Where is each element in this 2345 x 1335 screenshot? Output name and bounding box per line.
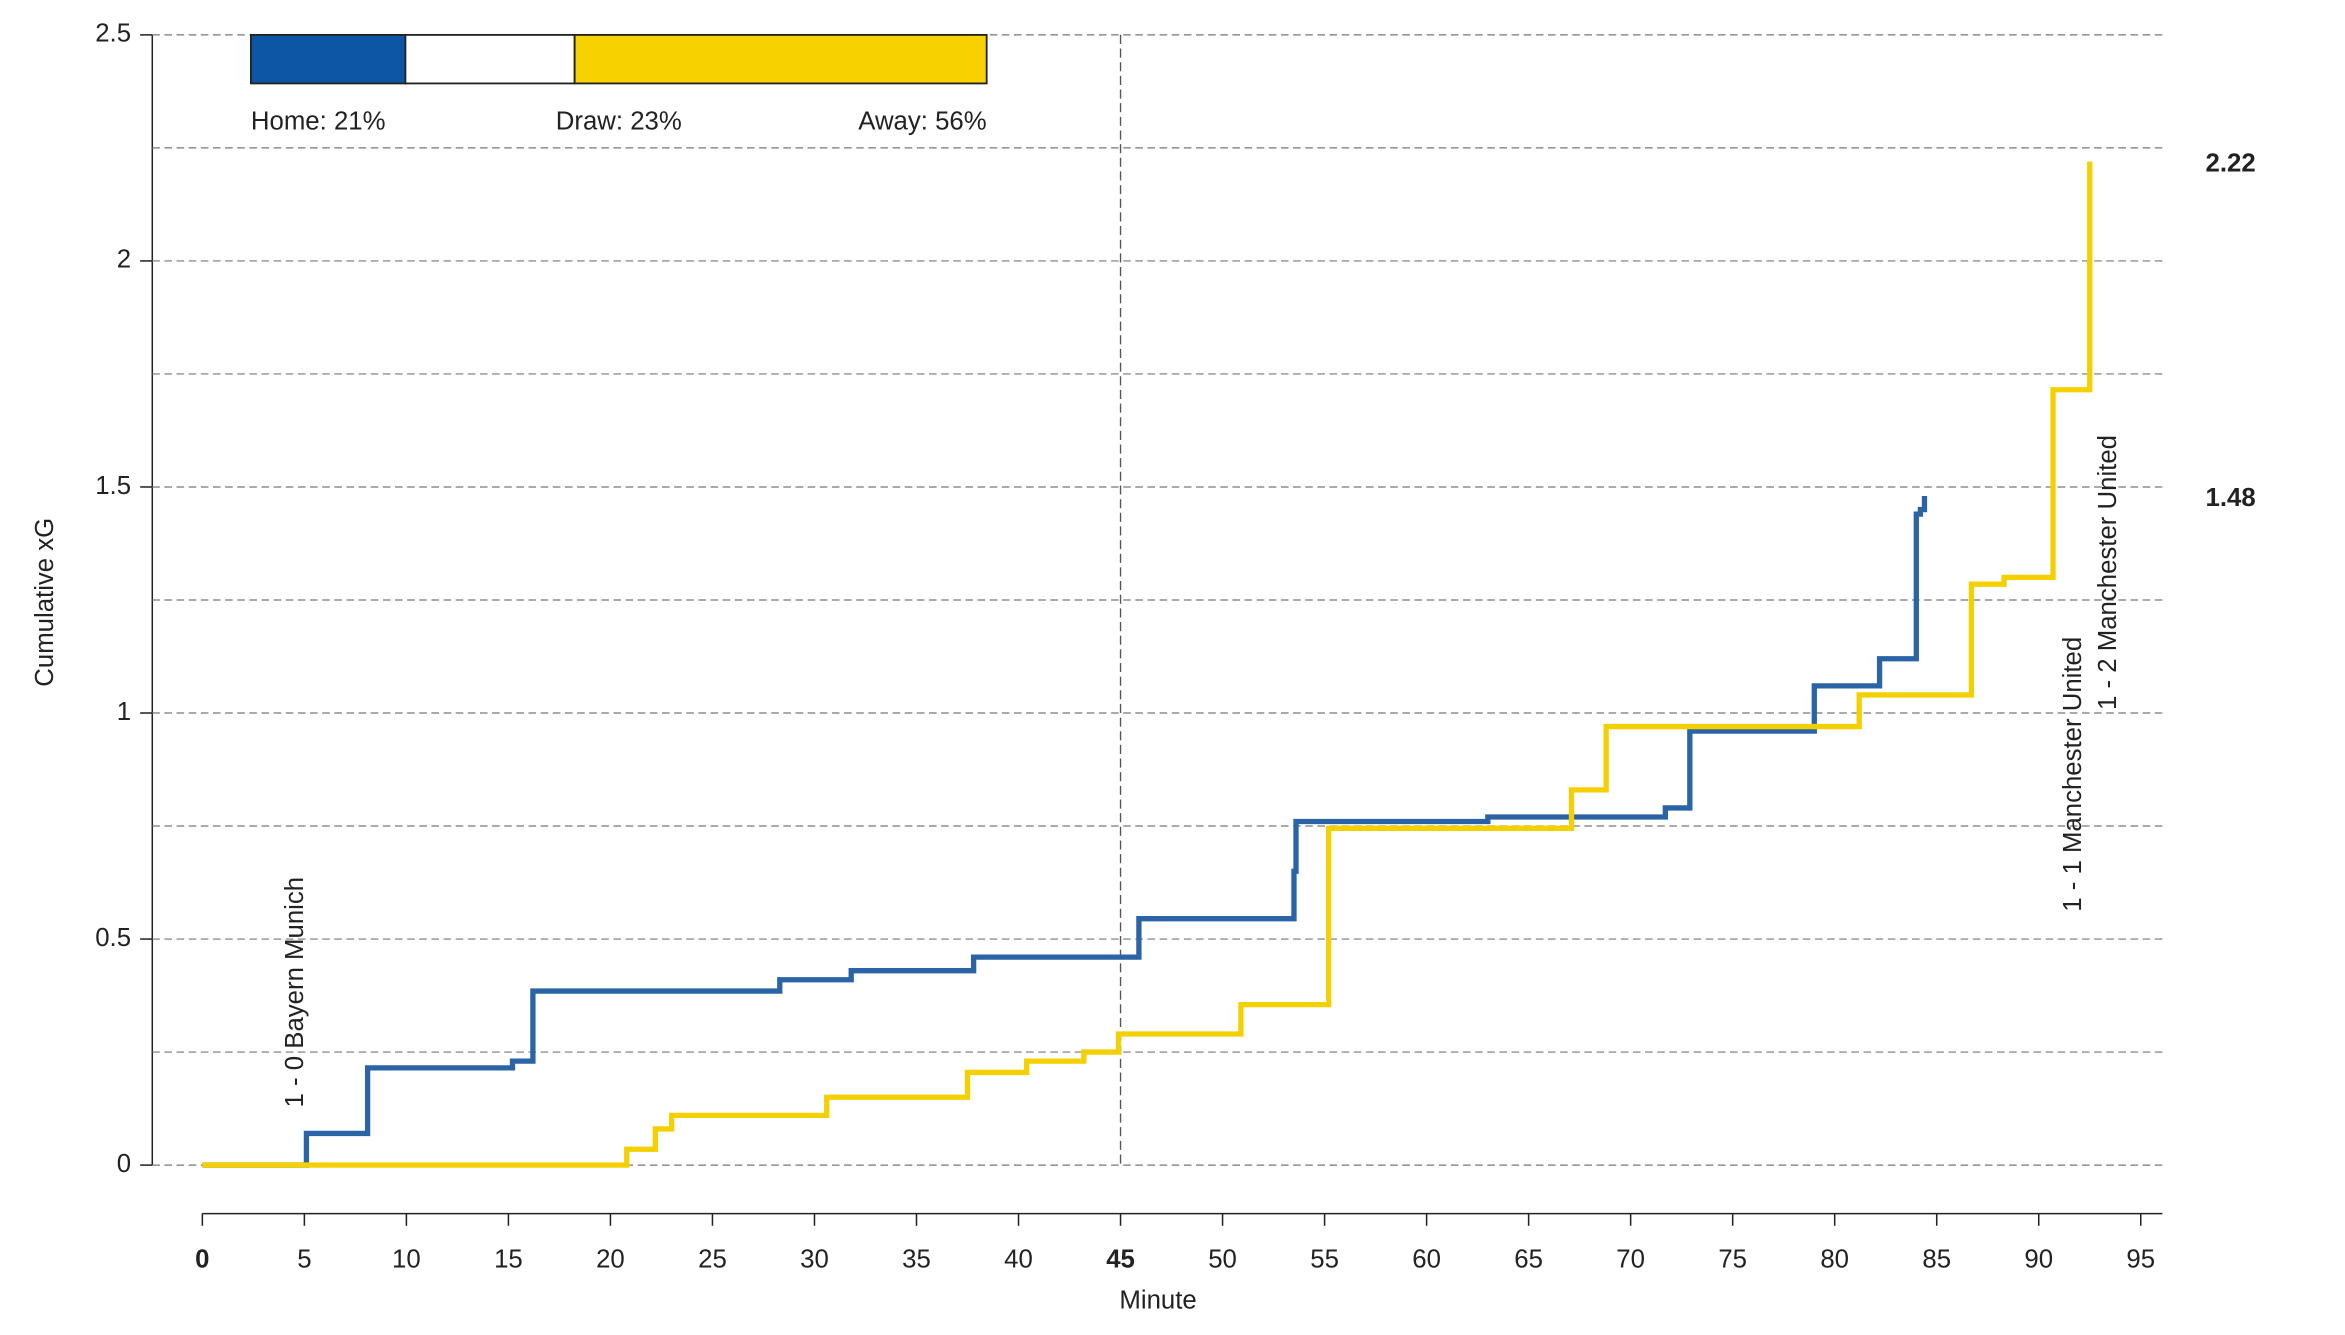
goal-annotation: 1 - 0 Bayern Munich — [281, 877, 309, 1108]
xg-step-line — [202, 496, 1928, 1168]
x-tick-label: 50 — [1208, 1245, 1237, 1273]
x-tick-label: 0 — [195, 1245, 209, 1273]
probability-segment — [573, 33, 988, 85]
goal-annotation: 1 - 2 Manchester United — [2094, 435, 2122, 710]
xg-step-line — [202, 161, 2093, 1168]
x-tick-label: 20 — [596, 1245, 625, 1273]
x-tick-label: 80 — [1820, 1245, 1849, 1273]
x-tick-label: 35 — [902, 1245, 931, 1273]
x-tick-label: 75 — [1718, 1245, 1747, 1273]
x-tick-label: 85 — [1922, 1245, 1951, 1273]
y-axis-label: Cumulative xG — [31, 518, 59, 687]
final-xg-label: 2.22 — [2206, 149, 2256, 177]
x-tick-label: 10 — [392, 1245, 421, 1273]
x-tick-label: 30 — [800, 1245, 829, 1273]
x-tick-label: 60 — [1412, 1245, 1441, 1273]
probability-label: Draw: 23% — [556, 108, 682, 136]
x-tick-label: 25 — [698, 1245, 727, 1273]
x-tick-label: 65 — [1514, 1245, 1543, 1273]
x-tick-label: 55 — [1310, 1245, 1339, 1273]
goal-annotation: 1 - 1 Manchester United — [2059, 637, 2087, 912]
x-axis-label: Minute — [1119, 1286, 1196, 1314]
x-tick-label: 70 — [1616, 1245, 1645, 1273]
x-tick-label: 5 — [297, 1245, 311, 1273]
y-tick-label: 1.5 — [95, 472, 131, 500]
y-tick-label: 2 — [117, 246, 131, 274]
y-tick-label: 0 — [117, 1150, 131, 1178]
probability-label: Home: 21% — [251, 108, 386, 136]
y-tick-label: 1 — [117, 698, 131, 726]
x-tick-label: 40 — [1004, 1245, 1033, 1273]
probability-label: Away: 56% — [858, 108, 986, 136]
y-tick-label: 0.5 — [95, 924, 131, 952]
x-tick-label: 15 — [494, 1245, 523, 1273]
y-tick-label: 2.5 — [95, 20, 131, 48]
x-tick-label: 95 — [2126, 1245, 2155, 1273]
probability-segment — [404, 33, 576, 85]
final-xg-label: 1.48 — [2206, 484, 2256, 512]
x-tick-label: 45 — [1106, 1245, 1135, 1273]
x-tick-label: 90 — [2024, 1245, 2053, 1273]
probability-segment — [249, 33, 407, 85]
